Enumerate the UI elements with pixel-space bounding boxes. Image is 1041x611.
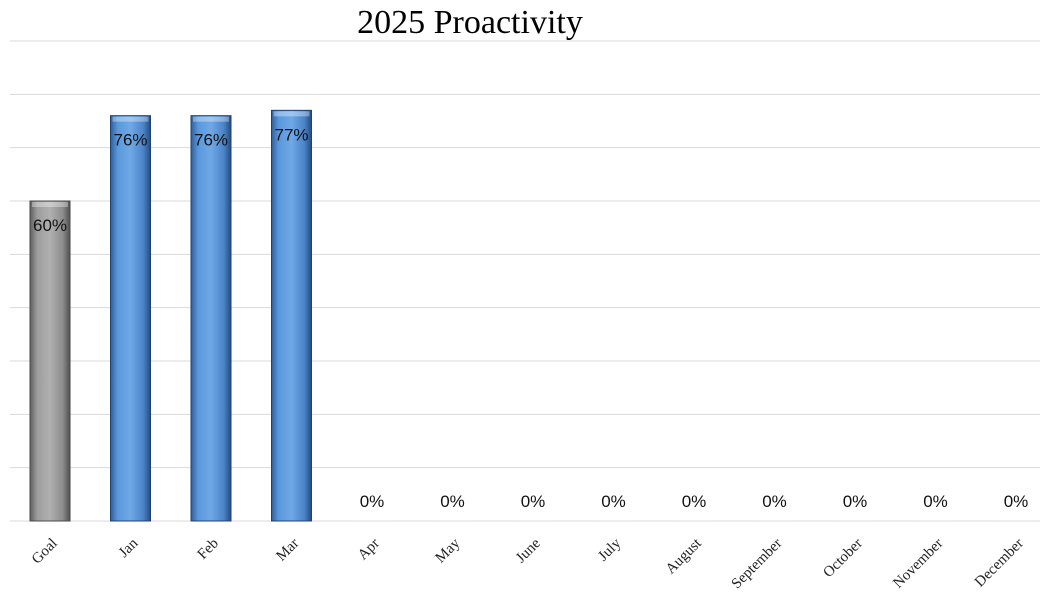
bar-november xyxy=(915,520,956,521)
bar-june xyxy=(513,520,553,521)
category-label-november: November xyxy=(890,536,946,592)
category-label-august: August xyxy=(663,535,706,578)
category-label-may: May xyxy=(433,535,464,566)
data-label-mar: 77% xyxy=(274,125,308,144)
bar-highlight-feb xyxy=(193,116,229,122)
bars xyxy=(29,109,1036,522)
data-label-apr: 0% xyxy=(360,492,385,511)
data-label-september: 0% xyxy=(762,492,787,511)
chart-title: 2025 Proactivity xyxy=(357,4,583,41)
data-label-july: 0% xyxy=(601,492,626,511)
bar-highlight-jan xyxy=(112,116,149,122)
bar-may xyxy=(432,520,473,521)
bar-july xyxy=(593,520,634,521)
bar-apr xyxy=(352,520,392,521)
bar-jan xyxy=(110,115,151,522)
data-label-august: 0% xyxy=(682,492,707,511)
data-label-june: 0% xyxy=(521,492,546,511)
bar-goal xyxy=(29,200,71,522)
bar-december xyxy=(996,520,1036,521)
data-label-october: 0% xyxy=(843,492,868,511)
category-label-goal: Goal xyxy=(29,536,61,568)
data-labels: 60% 76% 76% 77% 0% 0% 0% 0% 0% 0% 0% 0% 0% xyxy=(33,125,1028,511)
category-label-apr: Apr xyxy=(355,536,383,564)
data-label-december: 0% xyxy=(1004,492,1029,511)
data-label-november: 0% xyxy=(923,492,948,511)
bar-highlight-mar xyxy=(273,111,310,117)
category-label-october: October xyxy=(820,536,865,581)
bar-feb xyxy=(190,115,232,522)
category-label-feb: Feb xyxy=(195,536,222,563)
data-label-feb: 76% xyxy=(194,131,228,150)
category-axis: Goal Jan Feb Mar Apr May June July August Septemb… xyxy=(29,535,1027,592)
category-label-jan: Jan xyxy=(116,535,142,561)
bar-october xyxy=(835,520,875,521)
category-label-june: June xyxy=(513,535,544,566)
category-label-december: December xyxy=(972,536,1027,591)
bar-august xyxy=(674,520,714,521)
gridlines xyxy=(10,40,1040,522)
data-label-may: 0% xyxy=(440,492,465,511)
bar-highlight-goal xyxy=(32,202,68,207)
bar-september xyxy=(754,520,795,521)
data-label-goal: 60% xyxy=(33,216,67,235)
bar-mar xyxy=(271,109,312,522)
category-label-july: July xyxy=(595,535,624,564)
category-label-september: September xyxy=(729,536,786,593)
data-label-jan: 76% xyxy=(113,131,147,150)
category-label-mar: Mar xyxy=(273,536,302,565)
